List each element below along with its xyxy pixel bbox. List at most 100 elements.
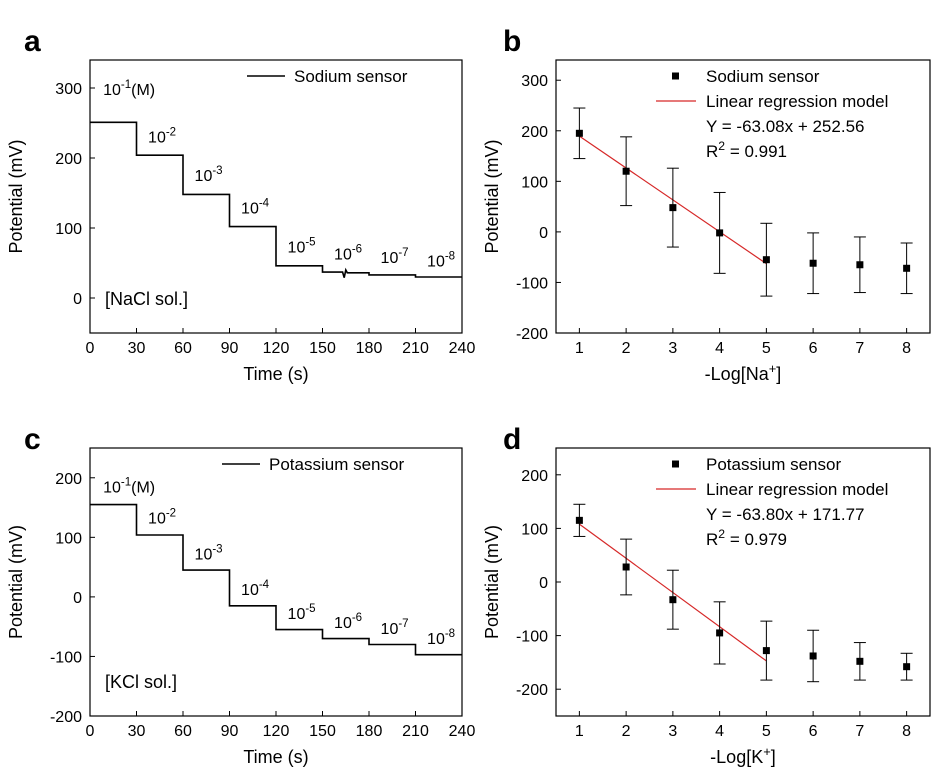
concentration-label: 10-6 xyxy=(334,612,362,632)
data-point xyxy=(809,652,817,660)
y-axis-label: Potential (mV) xyxy=(482,139,502,253)
concentration-label-base: 10 xyxy=(427,631,445,648)
concentration-label-sup: -1 xyxy=(121,477,131,489)
legend-label-series: Potassium sensor xyxy=(706,455,841,474)
y-tick-label: 0 xyxy=(73,590,82,607)
concentration-label-sup: -6 xyxy=(352,612,362,624)
concentration-label-base: 10 xyxy=(288,606,306,623)
solution-label: [NaCl sol.] xyxy=(105,289,188,309)
concentration-label: 10-4 xyxy=(241,579,270,599)
legend-label-fit: Linear regression model xyxy=(706,92,888,111)
x-tick-label: 5 xyxy=(762,723,771,740)
concentration-label-sup: -7 xyxy=(398,247,408,259)
data-point xyxy=(856,657,864,665)
x-tick-label: 210 xyxy=(402,723,429,740)
x-tick-label: 90 xyxy=(221,340,239,357)
x-tick-label: 90 xyxy=(221,723,239,740)
panel-b: b 1 2 3 4 5 6 7 8 -200 -100 0 100 200 300 -Log[Na+] Pote… xyxy=(482,25,931,384)
data-point xyxy=(762,256,770,264)
y-tick-label: 200 xyxy=(55,471,82,488)
y-tick-label: 100 xyxy=(521,174,548,191)
concentration-label: 10-5 xyxy=(288,237,316,257)
panel-a: a 0 30 60 90 120 150 180 210 240 0 100 200 300 Time (s… xyxy=(6,25,475,384)
concentration-label-base: 10 xyxy=(241,200,259,217)
concentration-label-sup: -3 xyxy=(212,165,222,177)
concentration-label-sup: -8 xyxy=(445,628,455,640)
x-axis-label: -Log[Na+] xyxy=(705,361,782,384)
concentration-label-sup: -8 xyxy=(445,251,455,263)
x-tick-label: 6 xyxy=(809,723,818,740)
concentration-label-base: 10 xyxy=(241,582,259,599)
concentration-label: 10-3 xyxy=(195,165,223,185)
solution-label: [KCl sol.] xyxy=(105,672,177,692)
concentration-label-base: 10 xyxy=(103,82,121,99)
panel-letter-c: c xyxy=(24,423,41,456)
concentration-label-base: 10 xyxy=(334,615,352,632)
legend-label-fit: Linear regression model xyxy=(706,480,888,499)
x-tick-label: 4 xyxy=(715,723,724,740)
fit-r-squared-sup: 2 xyxy=(718,139,725,153)
x-axis-label-base: -Log[K xyxy=(710,747,763,767)
x-tick-label: 2 xyxy=(622,723,631,740)
data-point xyxy=(575,129,583,137)
y-tick-label: 100 xyxy=(521,521,548,538)
x-tick-label: 120 xyxy=(263,340,290,357)
x-tick-label: 0 xyxy=(86,340,95,357)
legend-marker-swatch xyxy=(672,72,679,80)
concentration-label: 10-3 xyxy=(195,543,223,563)
fit-equation: Y = -63.80x + 171.77 xyxy=(706,505,864,524)
fit-r-squared-base: R xyxy=(706,530,718,549)
concentration-label-base: 10 xyxy=(288,240,306,257)
x-tick-label: 7 xyxy=(855,340,864,357)
concentration-label: 10-4 xyxy=(241,197,270,217)
concentration-label-sup: -2 xyxy=(166,508,176,520)
concentration-label: 10-7 xyxy=(381,247,409,267)
concentration-label-suffix: (M) xyxy=(131,480,155,497)
concentration-label-sup: -1 xyxy=(121,79,131,91)
panel-c: c 0 30 60 90 120 150 180 210 240 -200 -100 0 100 200 Ti… xyxy=(6,423,475,767)
data-point xyxy=(716,629,724,637)
concentration-label-base: 10 xyxy=(195,168,213,185)
y-tick-label: 300 xyxy=(55,81,82,98)
x-tick-label: 3 xyxy=(668,723,677,740)
fit-r-squared-base: R xyxy=(706,142,718,161)
concentration-label-sup: -4 xyxy=(259,579,270,591)
x-tick-label: 6 xyxy=(809,340,818,357)
x-tick-label: 30 xyxy=(128,723,146,740)
data-point xyxy=(856,261,864,269)
concentration-label-base: 10 xyxy=(148,130,166,147)
concentration-label: 10-8 xyxy=(427,628,455,648)
panel-letter-d: d xyxy=(503,423,521,456)
y-tick-label: -200 xyxy=(516,326,548,343)
data-point xyxy=(622,563,630,571)
fit-r-squared-sup: 2 xyxy=(718,527,725,541)
x-tick-label: 210 xyxy=(402,340,429,357)
y-tick-label: 0 xyxy=(73,291,82,308)
panel-d: d 1 2 3 4 5 6 7 8 -200 -100 0 100 200 -Log[K+] Potentia… xyxy=(482,423,931,767)
data-point xyxy=(669,204,677,212)
concentration-label: 10-1(M) xyxy=(103,79,155,99)
x-axis-label-suffix: ] xyxy=(771,747,776,767)
x-tick-label: 3 xyxy=(668,340,677,357)
x-tick-label: 60 xyxy=(174,723,192,740)
data-point xyxy=(575,516,583,524)
legend-label: Potassium sensor xyxy=(269,455,404,474)
panel-letter-b: b xyxy=(503,25,521,58)
x-axis-label: Time (s) xyxy=(243,747,308,767)
x-tick-label: 7 xyxy=(855,723,864,740)
concentration-label-base: 10 xyxy=(427,254,445,271)
x-tick-label: 180 xyxy=(356,723,383,740)
x-tick-label: 1 xyxy=(575,340,584,357)
concentration-label-sup: -2 xyxy=(166,127,176,139)
concentration-label-base: 10 xyxy=(381,250,399,267)
fit-r-squared: R2 = 0.991 xyxy=(706,139,787,161)
concentration-label-sup: -3 xyxy=(212,543,222,555)
y-axis-label: Potential (mV) xyxy=(6,525,26,639)
x-tick-label: 30 xyxy=(128,340,146,357)
concentration-label: 10-2 xyxy=(148,508,176,528)
legend-marker-swatch xyxy=(672,460,679,468)
y-tick-label: 100 xyxy=(55,221,82,238)
fit-r-squared: R2 = 0.979 xyxy=(706,527,787,549)
x-tick-label: 8 xyxy=(902,723,911,740)
concentration-label-base: 10 xyxy=(103,480,121,497)
